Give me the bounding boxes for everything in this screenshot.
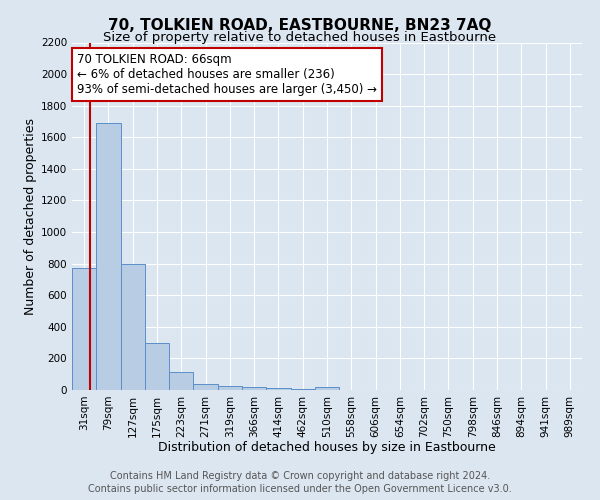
Bar: [72, 268, 96, 390]
Bar: [242, 387, 266, 390]
Bar: [169, 372, 193, 390]
Y-axis label: Number of detached properties: Number of detached properties: [24, 118, 37, 315]
Bar: [315, 387, 339, 390]
Text: Contains HM Land Registry data © Crown copyright and database right 2024.
Contai: Contains HM Land Registry data © Crown c…: [88, 471, 512, 494]
Bar: [290, 389, 315, 390]
Bar: [145, 344, 169, 390]
Bar: [96, 123, 121, 390]
Text: 70 TOLKIEN ROAD: 66sqm
← 6% of detached houses are smaller (236)
93% of semi-det: 70 TOLKIEN ROAD: 66sqm ← 6% of detached …: [77, 53, 377, 96]
Bar: [193, 384, 218, 390]
Text: Size of property relative to detached houses in Eastbourne: Size of property relative to detached ho…: [103, 31, 497, 44]
Bar: [218, 386, 242, 390]
Bar: [266, 388, 290, 390]
X-axis label: Distribution of detached houses by size in Eastbourne: Distribution of detached houses by size …: [158, 441, 496, 454]
Bar: [121, 264, 145, 390]
Text: 70, TOLKIEN ROAD, EASTBOURNE, BN23 7AQ: 70, TOLKIEN ROAD, EASTBOURNE, BN23 7AQ: [109, 18, 491, 32]
